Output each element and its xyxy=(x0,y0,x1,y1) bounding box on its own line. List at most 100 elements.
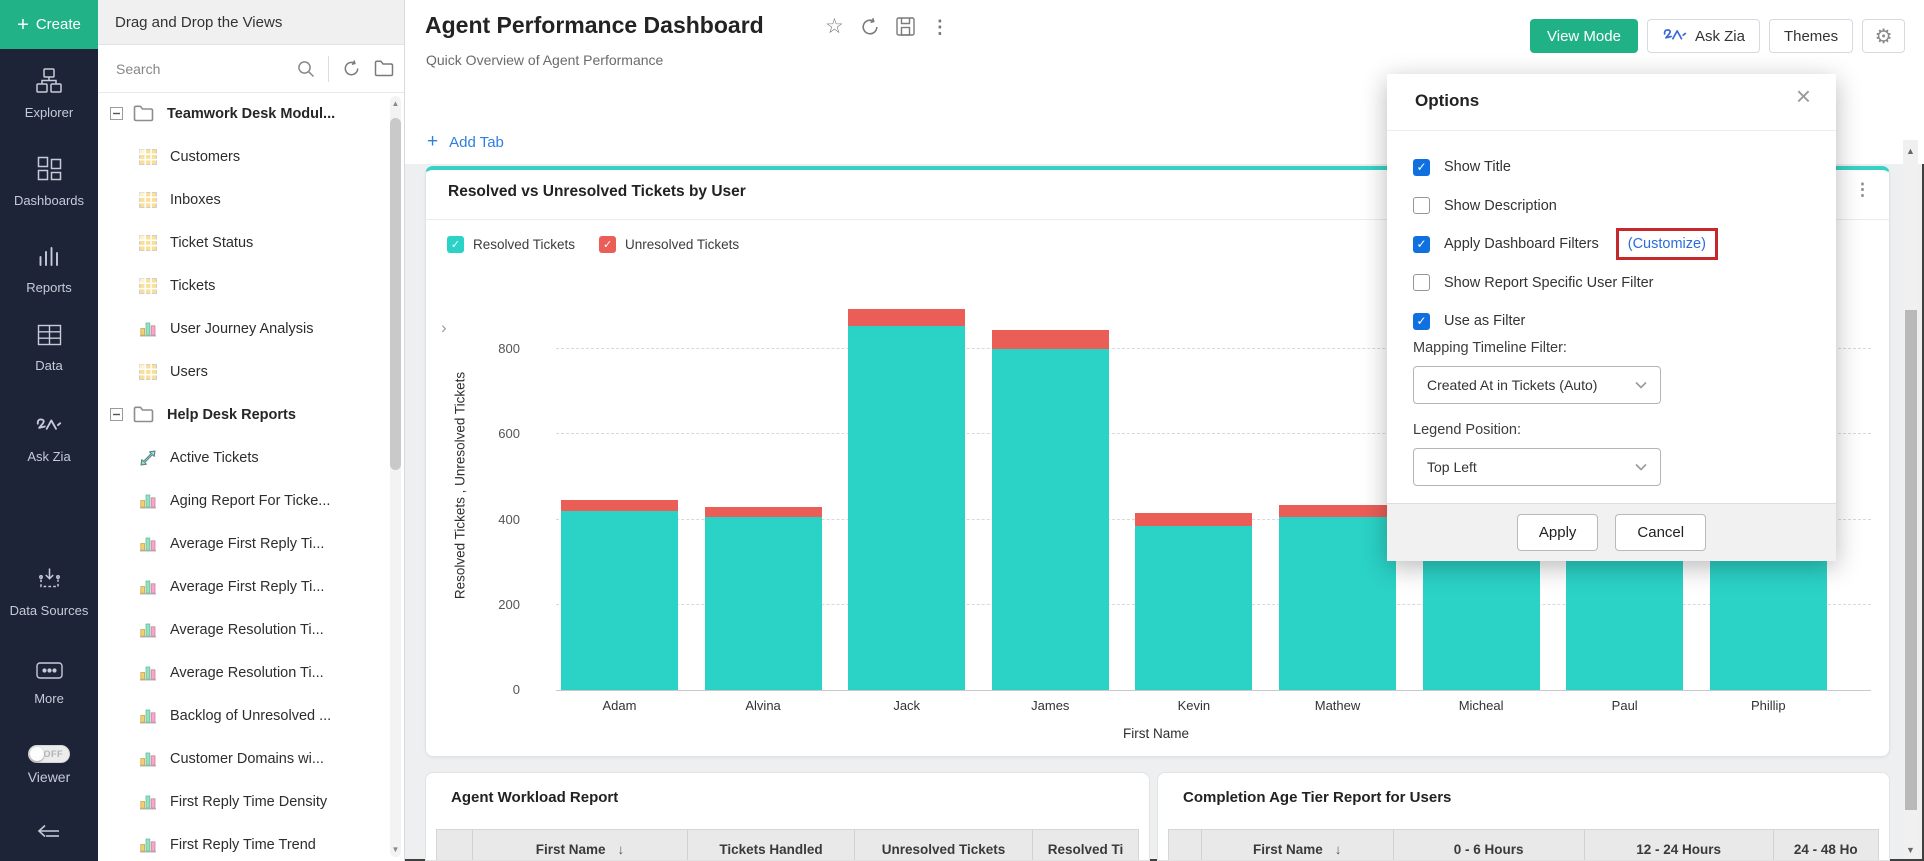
tree-item-average-resolution-ti[interactable]: Average Resolution Ti... xyxy=(98,608,388,651)
bar-segment-resolved[interactable] xyxy=(704,517,822,690)
sidebar-item-dashboards[interactable]: Dashboards xyxy=(0,156,98,209)
bar-alvina[interactable] xyxy=(704,506,822,690)
tree-item-tickets[interactable]: Tickets xyxy=(98,264,388,307)
scroll-down-icon[interactable]: ▼ xyxy=(1906,845,1915,855)
column-header-first-name[interactable]: First Name ↓ xyxy=(1202,830,1394,860)
tree-item-label: Active Tickets xyxy=(170,449,259,466)
legend-item-resolved-tickets[interactable]: ✓ Resolved Tickets xyxy=(447,236,575,253)
column-header-0-6-hours[interactable]: 0 - 6 Hours xyxy=(1394,830,1585,860)
legend-item-unresolved-tickets[interactable]: ✓ Unresolved Tickets xyxy=(599,236,739,253)
tree-item-ticket-status[interactable]: Ticket Status xyxy=(98,221,388,264)
tree-item-average-first-reply-ti[interactable]: Average First Reply Ti... xyxy=(98,522,388,565)
checkbox-unchecked-icon[interactable] xyxy=(1413,274,1430,292)
viewer-toggle[interactable]: OFF xyxy=(28,745,70,763)
bar-segment-resolved[interactable] xyxy=(1279,517,1396,690)
bar-segment-resolved[interactable] xyxy=(848,325,966,690)
mapping-filter-select[interactable]: Created At in Tickets (Auto) xyxy=(1413,366,1661,404)
bar-segment-unresolved[interactable] xyxy=(991,329,1109,350)
column-header-24-48-ho[interactable]: 24 - 48 Ho xyxy=(1774,830,1878,860)
column-header-resolved-ti[interactable]: Resolved Ti xyxy=(1033,830,1138,860)
sidebar-item-data[interactable]: Data xyxy=(0,324,98,374)
bar-segment-unresolved[interactable] xyxy=(1135,513,1253,526)
view-mode-button[interactable]: View Mode xyxy=(1530,19,1638,53)
scroll-up-icon[interactable]: ▲ xyxy=(391,99,400,108)
bar-segment-resolved[interactable] xyxy=(991,349,1109,690)
refresh-views-icon[interactable] xyxy=(342,59,361,78)
apply-button[interactable]: Apply xyxy=(1516,514,1599,551)
views-tree-scrollbar[interactable]: ▲ ▼ xyxy=(390,96,401,857)
column-header-12-24-hours[interactable]: 12 - 24 Hours xyxy=(1585,830,1774,860)
checkbox-checked-icon[interactable]: ✓ xyxy=(1413,312,1430,330)
tree-item-average-resolution-ti[interactable]: Average Resolution Ti... xyxy=(98,651,388,694)
tree-item-aging-report-for-ticke[interactable]: Aging Report For Ticke... xyxy=(98,479,388,522)
column-header-unresolved-tickets[interactable]: Unresolved Tickets xyxy=(855,830,1033,860)
x-tick-label: Micheal xyxy=(1458,698,1504,713)
tree-item-backlog-of-unresolved[interactable]: Backlog of Unresolved ... xyxy=(98,694,388,737)
scrollbar-thumb[interactable] xyxy=(390,118,401,470)
bar-segment-resolved[interactable] xyxy=(561,511,678,690)
tree-item-help-desk-reports[interactable]: Help Desk Reports xyxy=(98,393,388,436)
bar-segment-resolved[interactable] xyxy=(1135,525,1253,690)
ask-zia-button[interactable]: Ask Zia xyxy=(1646,19,1760,53)
bar-kevin[interactable] xyxy=(1135,513,1253,690)
search-input[interactable] xyxy=(98,59,297,78)
sidebar-item-reports[interactable]: Reports xyxy=(0,244,98,296)
folder-view-icon[interactable] xyxy=(374,60,394,77)
scrollbar-thumb[interactable] xyxy=(1904,310,1917,810)
tree-item-customers[interactable]: Customers xyxy=(98,135,388,178)
bar-segment-unresolved[interactable] xyxy=(704,506,822,518)
favorite-star-icon[interactable]: ☆ xyxy=(825,15,844,38)
column-header-tickets-handled[interactable]: Tickets Handled xyxy=(688,830,855,860)
legend-checkbox[interactable]: ✓ xyxy=(599,236,617,253)
collapse-minus-icon[interactable] xyxy=(110,107,123,120)
tree-item-first-reply-time-trend[interactable]: First Reply Time Trend xyxy=(98,823,388,861)
widget-menu-icon[interactable]: ⋮ xyxy=(1854,180,1871,199)
close-icon[interactable]: × xyxy=(1795,81,1811,111)
checkbox-unchecked-icon[interactable] xyxy=(1413,197,1430,215)
collapse-minus-icon[interactable] xyxy=(110,408,123,421)
tree-item-user-journey-analysis[interactable]: User Journey Analysis xyxy=(98,307,388,350)
tree-item-inboxes[interactable]: Inboxes xyxy=(98,178,388,221)
column-header-first-name[interactable]: First Name ↓ xyxy=(473,830,688,860)
bar-james[interactable] xyxy=(991,329,1109,690)
legend-position-select[interactable]: Top Left xyxy=(1413,448,1661,486)
save-icon[interactable] xyxy=(896,17,915,36)
create-button[interactable]: + Create xyxy=(0,0,98,49)
cancel-button[interactable]: Cancel xyxy=(1615,514,1707,551)
add-tab-button[interactable]: + Add Tab xyxy=(427,131,504,153)
bar-mathew[interactable] xyxy=(1279,504,1396,690)
legend-checkbox[interactable]: ✓ xyxy=(447,236,464,253)
sidebar-item-ask-zia[interactable]: Ask Zia xyxy=(0,416,98,465)
main-scrollbar[interactable]: ▲ ▼ xyxy=(1903,140,1918,859)
column-header-blank[interactable] xyxy=(437,830,473,860)
refresh-icon[interactable] xyxy=(860,17,880,37)
sidebar-item-explorer[interactable]: Explorer xyxy=(0,68,98,121)
sidebar-item-data-sources[interactable]: Data Sources xyxy=(0,566,98,619)
sidebar-item-label: Data xyxy=(35,358,63,373)
sidebar-collapse-button[interactable] xyxy=(0,822,98,840)
bar-segment-unresolved[interactable] xyxy=(1279,504,1396,518)
tree-item-first-reply-time-density[interactable]: First Reply Time Density xyxy=(98,780,388,823)
tree-item-teamwork-desk-modul[interactable]: Teamwork Desk Modul... xyxy=(98,92,388,135)
bar-segment-unresolved[interactable] xyxy=(848,308,966,326)
sidebar-item-more[interactable]: More xyxy=(0,662,98,707)
more-icon xyxy=(35,662,63,683)
checkbox-checked-icon[interactable]: ✓ xyxy=(1413,158,1430,176)
bar-jack[interactable] xyxy=(848,308,966,690)
tree-item-active-tickets[interactable]: Active Tickets xyxy=(98,436,388,479)
column-header-blank[interactable] xyxy=(1169,830,1202,860)
customize-link[interactable]: (Customize) xyxy=(1627,236,1706,253)
scroll-up-icon[interactable]: ▲ xyxy=(1906,146,1915,156)
tree-item-users[interactable]: Users xyxy=(98,350,388,393)
bar-adam[interactable] xyxy=(561,500,678,690)
bar-segment-unresolved[interactable] xyxy=(561,500,678,512)
more-options-icon[interactable]: ⋮ xyxy=(930,16,949,37)
axis-expand-icon[interactable]: › xyxy=(441,318,447,337)
scroll-down-icon[interactable]: ▼ xyxy=(391,845,400,854)
search-icon[interactable] xyxy=(297,60,315,78)
settings-gear-button[interactable]: ⚙ xyxy=(1862,19,1906,53)
tree-item-customer-domains-wi[interactable]: Customer Domains wi... xyxy=(98,737,388,780)
checkbox-checked-icon[interactable]: ✓ xyxy=(1413,235,1430,253)
themes-button[interactable]: Themes xyxy=(1768,19,1854,53)
tree-item-average-first-reply-ti[interactable]: Average First Reply Ti... xyxy=(98,565,388,608)
